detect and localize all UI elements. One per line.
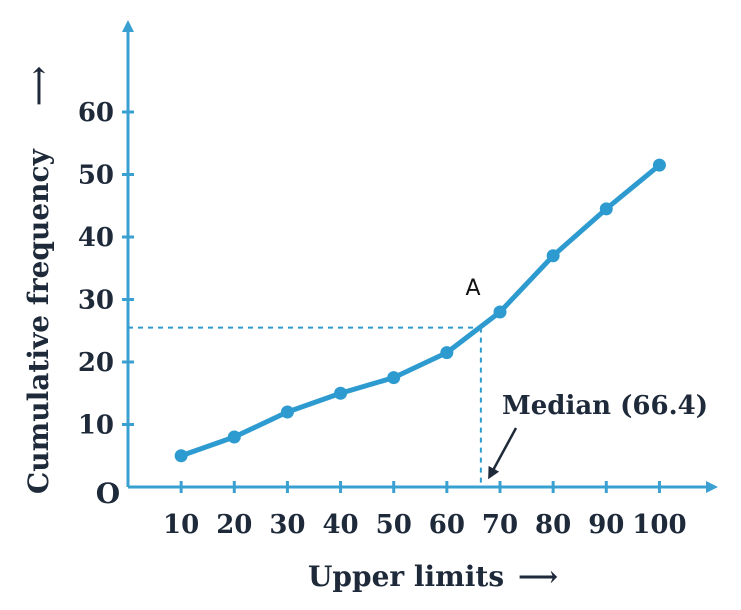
median-guides — [128, 326, 518, 487]
data-point-80 — [546, 249, 560, 263]
x-tick-label-60: 60 — [429, 510, 465, 540]
data-point-70 — [493, 305, 507, 319]
data-point-20 — [227, 430, 241, 444]
y-tick-label-50: 50 — [78, 161, 114, 191]
x-tick-label-40: 40 — [322, 510, 358, 540]
y-tick-label-60: 60 — [78, 98, 114, 128]
data-point-90 — [599, 202, 613, 216]
x-tick-label-80: 80 — [535, 510, 571, 540]
x-tick-label-70: 70 — [482, 510, 518, 540]
x-tick-label-30: 30 — [269, 510, 305, 540]
y-axis-title-arrow: ⟶ — [22, 66, 55, 106]
x-tick-label-20: 20 — [216, 510, 252, 540]
x-axis-title: Upper limits ⟶ — [308, 560, 558, 593]
y-tick-label-40: 40 — [78, 223, 114, 253]
chart-labels: O A Median (66.4) Upper limits ⟶ Cumulat… — [22, 66, 708, 593]
y-tick-label-20: 20 — [78, 348, 114, 378]
origin-label: O — [96, 477, 120, 510]
tick-labels: 10 20 30 40 50 60 70 80 90 100 10 20 30 40 50 60 — [78, 98, 687, 540]
x-tick-label-100: 100 — [632, 510, 686, 540]
data-point-10 — [174, 449, 188, 463]
y-tick-label-30: 30 — [78, 286, 114, 316]
x-tick-label-10: 10 — [163, 510, 199, 540]
median-annotation: Median (66.4) — [502, 391, 708, 421]
data-point-60 — [440, 346, 454, 360]
point-a-label: A — [465, 276, 480, 301]
axes — [122, 20, 718, 493]
median-annotation-arrow — [488, 427, 518, 480]
data-point-40 — [334, 386, 348, 400]
y-axis-title: Cumulative frequency ⟶ — [22, 66, 55, 494]
data-point-100 — [652, 158, 666, 172]
x-axis-title-arrow: ⟶ — [518, 560, 558, 593]
x-tick-label-50: 50 — [376, 510, 412, 540]
x-tick-label-90: 90 — [588, 510, 624, 540]
y-tick-label-10: 10 — [78, 411, 114, 441]
x-axis-title-text: Upper limits — [308, 560, 504, 593]
data-point-50 — [387, 371, 401, 385]
series — [174, 158, 666, 463]
y-axis-title-text: Cumulative frequency — [22, 148, 55, 494]
data-point-30 — [280, 405, 294, 419]
ogive-curve — [178, 162, 662, 459]
